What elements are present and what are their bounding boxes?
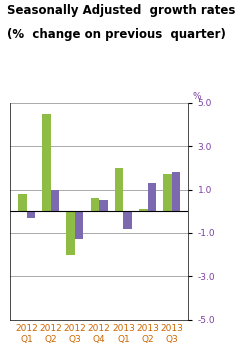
Bar	[18, 194, 27, 211]
Bar	[124, 211, 132, 229]
Bar	[148, 183, 156, 211]
Text: Seasonally Adjusted  growth rates: Seasonally Adjusted growth rates	[7, 4, 236, 17]
Bar	[139, 209, 148, 211]
Text: (%  change on previous  quarter): (% change on previous quarter)	[7, 28, 226, 42]
Bar	[115, 168, 124, 211]
Bar	[66, 211, 75, 255]
Bar	[27, 211, 35, 218]
Bar	[91, 198, 99, 211]
Bar	[172, 172, 180, 211]
Text: %: %	[192, 92, 201, 101]
Bar	[51, 190, 59, 211]
Bar	[163, 174, 172, 211]
Bar	[75, 211, 83, 239]
Bar	[42, 114, 51, 211]
Bar	[99, 200, 108, 211]
